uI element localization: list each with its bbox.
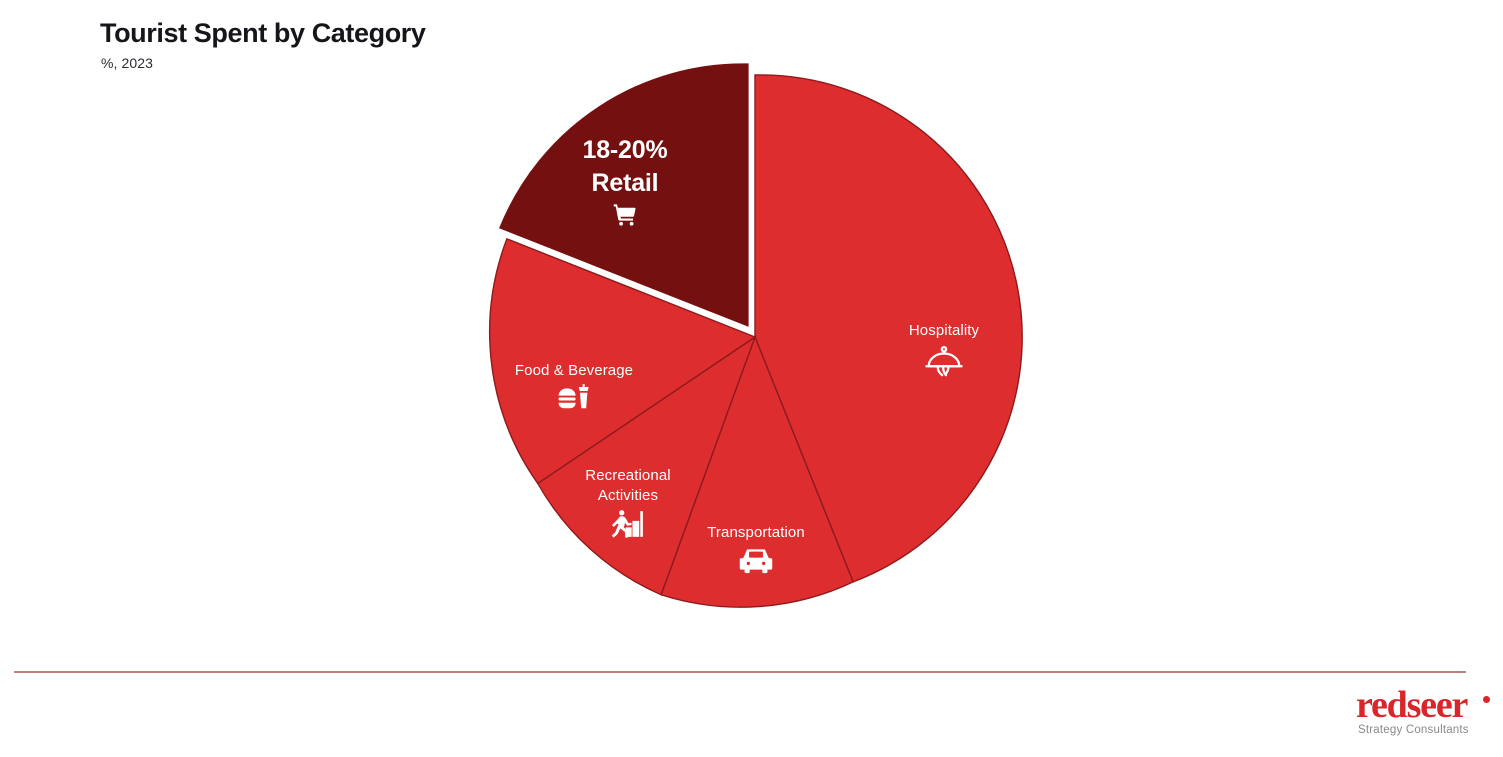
brand-dot-icon xyxy=(1483,696,1490,703)
pie-chart: 18-20% Retail Hospitality Tran xyxy=(489,63,1023,608)
brand-wordmark: redseer xyxy=(1356,684,1468,726)
pie-slice-hospitality[interactable] xyxy=(754,74,1023,583)
pie-slice-transportation[interactable] xyxy=(660,335,855,608)
pie-slice-recreational-activities[interactable] xyxy=(536,335,757,596)
chart-subtitle: %, 2023 xyxy=(101,55,154,71)
pie-slice-retail[interactable] xyxy=(499,63,749,327)
pie-slice-food-beverage[interactable] xyxy=(489,237,757,485)
page-title: Tourist Spent by Category xyxy=(100,18,426,48)
footer-divider xyxy=(14,671,1466,673)
redseer-logo: redseer Strategy Consultants xyxy=(1352,686,1492,738)
brand-tagline: Strategy Consultants xyxy=(1358,724,1469,736)
pie-chart-svg xyxy=(489,63,1023,608)
